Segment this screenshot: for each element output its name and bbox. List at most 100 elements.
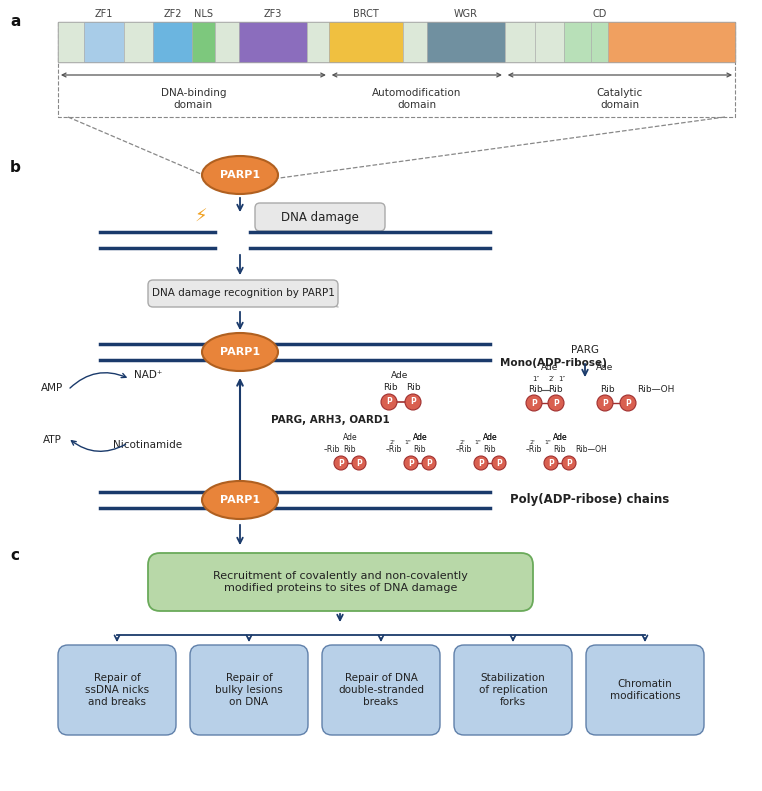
Bar — [84, 22, 124, 62]
Bar — [307, 22, 328, 62]
Text: Rib: Rib — [600, 385, 614, 395]
Text: Rib—OH: Rib—OH — [575, 445, 607, 455]
Text: P: P — [496, 459, 502, 467]
Bar — [565, 22, 591, 62]
Text: Repair of
ssDNA nicks
and breaks: Repair of ssDNA nicks and breaks — [85, 673, 149, 706]
Text: 1″: 1″ — [533, 376, 539, 382]
Text: NAD⁺: NAD⁺ — [134, 370, 162, 380]
Text: Chromatin
modifications: Chromatin modifications — [610, 679, 680, 701]
FancyBboxPatch shape — [255, 203, 385, 231]
Text: DNA damage recognition by PARP1: DNA damage recognition by PARP1 — [152, 289, 335, 298]
Bar — [58, 22, 735, 62]
Text: Rib: Rib — [344, 445, 357, 455]
Text: Rib: Rib — [414, 445, 426, 455]
Text: –Rib: –Rib — [526, 445, 542, 455]
Text: 2': 2' — [389, 441, 395, 445]
Text: P: P — [426, 459, 432, 467]
Circle shape — [352, 456, 366, 470]
Text: –Rib: –Rib — [456, 445, 472, 455]
Circle shape — [620, 395, 636, 411]
Text: Repair of
bulky lesions
on DNA: Repair of bulky lesions on DNA — [215, 673, 283, 706]
Text: Stabilization
of replication
forks: Stabilization of replication forks — [479, 673, 547, 706]
Text: Ade: Ade — [343, 433, 357, 442]
Text: P: P — [478, 459, 484, 467]
FancyBboxPatch shape — [322, 645, 440, 735]
Text: PARP1: PARP1 — [220, 170, 260, 180]
Text: WGR: WGR — [454, 9, 478, 19]
Circle shape — [405, 394, 421, 410]
Circle shape — [526, 395, 542, 411]
Text: Rib: Rib — [554, 445, 566, 455]
FancyBboxPatch shape — [58, 645, 176, 735]
Text: 2': 2' — [459, 441, 465, 445]
Text: Ade: Ade — [392, 370, 408, 380]
Text: ZF2: ZF2 — [163, 9, 181, 19]
Text: 1″: 1″ — [559, 376, 565, 382]
Text: c: c — [10, 548, 19, 563]
Text: CD: CD — [592, 9, 607, 19]
Text: 2': 2' — [529, 441, 535, 445]
Bar — [504, 22, 535, 62]
Circle shape — [381, 394, 397, 410]
Circle shape — [492, 456, 506, 470]
Text: a: a — [10, 14, 21, 29]
Bar — [608, 22, 735, 62]
Text: P: P — [356, 459, 362, 467]
Text: Repair of DNA
double-stranded
breaks: Repair of DNA double-stranded breaks — [338, 673, 424, 706]
Text: P: P — [386, 398, 392, 407]
Circle shape — [422, 456, 436, 470]
Bar — [152, 22, 192, 62]
Bar — [591, 22, 608, 62]
Text: Ade: Ade — [541, 364, 559, 373]
Text: –Rib: –Rib — [386, 445, 402, 455]
Circle shape — [474, 456, 488, 470]
Text: P: P — [625, 399, 631, 407]
Circle shape — [544, 456, 558, 470]
Ellipse shape — [202, 333, 278, 371]
Text: Ade: Ade — [482, 433, 498, 442]
Text: PARP1: PARP1 — [220, 495, 260, 505]
Bar — [328, 22, 403, 62]
Text: P: P — [548, 459, 554, 467]
Text: 1": 1" — [545, 441, 552, 445]
FancyBboxPatch shape — [454, 645, 572, 735]
Text: P: P — [338, 459, 344, 467]
Text: 1": 1" — [405, 441, 411, 445]
Text: Ade: Ade — [413, 433, 427, 442]
Text: 2′: 2′ — [549, 376, 555, 382]
FancyBboxPatch shape — [586, 645, 704, 735]
Text: DNA damage: DNA damage — [281, 210, 359, 224]
Bar — [535, 22, 565, 62]
Text: ZF1: ZF1 — [94, 9, 114, 19]
Text: Rib—OH: Rib—OH — [637, 385, 674, 395]
Circle shape — [548, 395, 564, 411]
Text: NLS: NLS — [194, 9, 213, 19]
Text: Ade: Ade — [597, 364, 613, 373]
Text: ATP: ATP — [43, 435, 62, 445]
Text: –Rib: –Rib — [324, 445, 340, 455]
FancyBboxPatch shape — [148, 280, 338, 307]
Text: Automodification
domain: Automodification domain — [372, 88, 462, 110]
Text: P: P — [408, 459, 414, 467]
Text: Recruitment of covalently and non-covalently
modified proteins to sites of DNA d: Recruitment of covalently and non-covale… — [213, 571, 468, 592]
Text: P: P — [566, 459, 572, 467]
Text: Ade: Ade — [552, 433, 568, 442]
Circle shape — [597, 395, 613, 411]
Circle shape — [562, 456, 576, 470]
Text: 1": 1" — [475, 441, 482, 445]
Text: b: b — [10, 160, 21, 175]
Text: Ade: Ade — [552, 433, 568, 442]
Text: PARP1: PARP1 — [220, 347, 260, 357]
Bar — [192, 22, 215, 62]
Text: PARG: PARG — [571, 345, 599, 355]
Circle shape — [334, 456, 348, 470]
Text: P: P — [531, 399, 537, 407]
FancyBboxPatch shape — [148, 553, 533, 611]
Text: Ade: Ade — [482, 433, 498, 442]
Text: Catalytic
domain: Catalytic domain — [597, 88, 643, 110]
Bar — [215, 22, 239, 62]
Bar — [403, 22, 427, 62]
Bar — [58, 22, 84, 62]
FancyBboxPatch shape — [190, 645, 308, 735]
Text: Nicotinamide: Nicotinamide — [114, 440, 183, 450]
